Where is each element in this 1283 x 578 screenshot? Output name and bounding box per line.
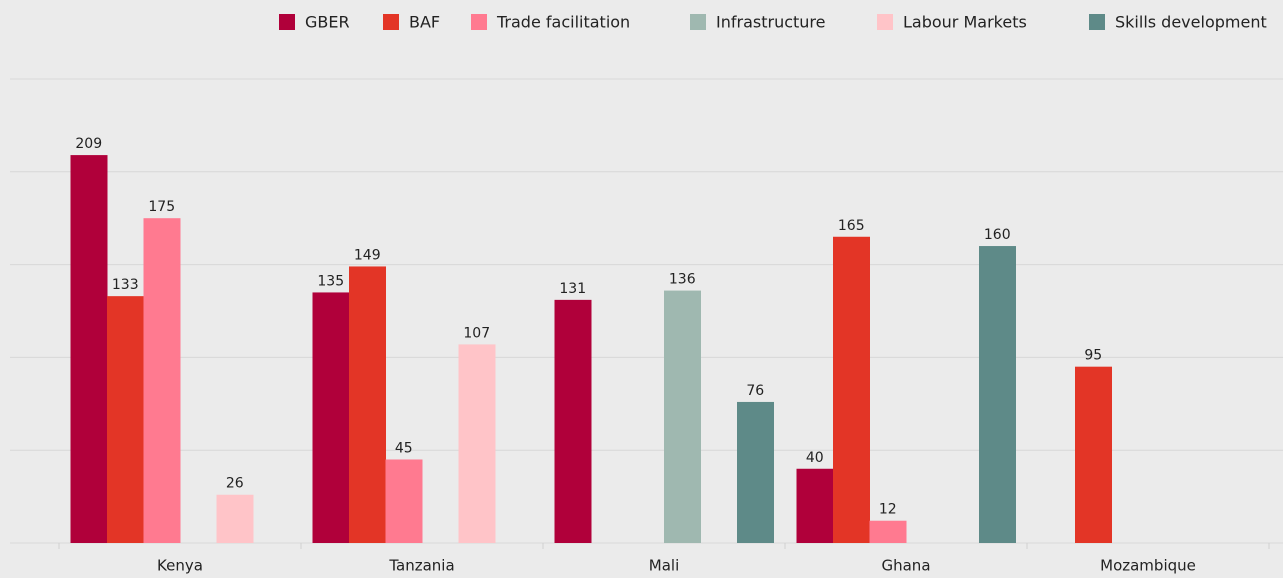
legend-swatch bbox=[279, 14, 295, 30]
value-label: 76 bbox=[746, 383, 764, 399]
bar bbox=[216, 494, 254, 543]
bar bbox=[1075, 366, 1112, 543]
legend-label: GBER bbox=[305, 13, 350, 32]
value-label: 175 bbox=[148, 199, 175, 215]
bar bbox=[70, 155, 108, 543]
bar bbox=[107, 296, 144, 543]
bar bbox=[554, 299, 592, 543]
value-label: 133 bbox=[112, 277, 139, 293]
bar bbox=[833, 236, 870, 543]
x-tick-label: Mali bbox=[649, 557, 679, 575]
value-label: 209 bbox=[75, 136, 102, 152]
value-label: 131 bbox=[559, 281, 586, 297]
legend-label: Trade facilitation bbox=[496, 13, 630, 32]
legend-swatch bbox=[383, 14, 399, 30]
bar bbox=[979, 246, 1016, 544]
x-tick-label: Tanzania bbox=[388, 557, 454, 575]
value-label: 95 bbox=[1084, 348, 1102, 364]
legend-swatch bbox=[1089, 14, 1105, 30]
x-tick-label: Kenya bbox=[157, 557, 203, 575]
bar bbox=[143, 218, 181, 543]
value-label: 136 bbox=[669, 272, 696, 288]
value-label: 12 bbox=[879, 502, 897, 518]
value-label: 107 bbox=[463, 325, 490, 341]
legend-label: Labour Markets bbox=[903, 13, 1027, 32]
value-label: 135 bbox=[317, 273, 344, 289]
legend-swatch bbox=[877, 14, 893, 30]
x-tick-label: Mozambique bbox=[1100, 557, 1196, 575]
value-label: 26 bbox=[226, 476, 244, 492]
bar bbox=[664, 290, 701, 543]
legend-label: Infrastructure bbox=[716, 13, 825, 32]
bar bbox=[385, 459, 423, 543]
value-label: 45 bbox=[395, 440, 413, 456]
bar bbox=[796, 468, 834, 543]
legend-label: Skills development bbox=[1115, 13, 1267, 32]
legend-swatch bbox=[690, 14, 706, 30]
legend-swatch bbox=[471, 14, 487, 30]
bar bbox=[349, 266, 386, 543]
value-label: 40 bbox=[806, 450, 824, 466]
x-tick-label: Ghana bbox=[881, 557, 930, 575]
value-label: 149 bbox=[354, 247, 381, 263]
value-label: 165 bbox=[838, 218, 865, 234]
bar bbox=[737, 401, 774, 543]
bar bbox=[869, 520, 907, 543]
value-label: 160 bbox=[984, 227, 1011, 243]
legend-label: BAF bbox=[409, 13, 440, 32]
bar bbox=[312, 292, 350, 543]
bar bbox=[458, 344, 496, 543]
